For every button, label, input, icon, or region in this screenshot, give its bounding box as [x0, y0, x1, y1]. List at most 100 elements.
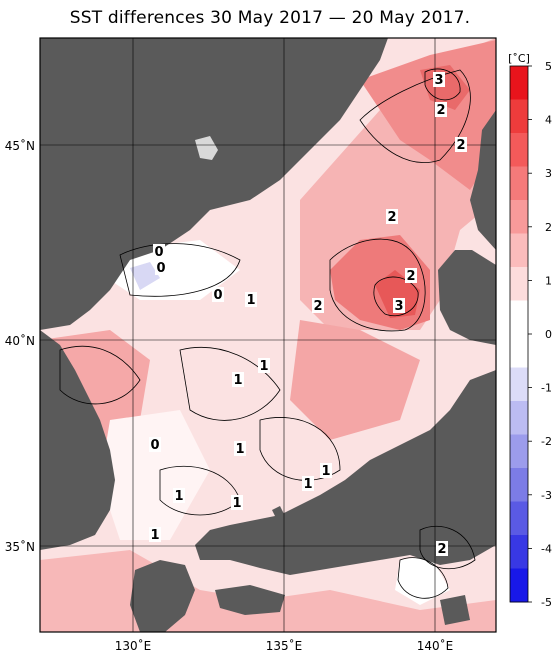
svg-text:1: 1 [321, 464, 330, 479]
svg-text:1: 1 [174, 489, 183, 504]
contour-2-northeast [359, 69, 471, 163]
colorbar-tick-label: -1 [541, 382, 552, 395]
colorbar-tick-label: -2 [541, 435, 552, 448]
contour-label: 2 [435, 102, 447, 118]
svg-text:1: 1 [150, 528, 159, 543]
contour-label: 3 [393, 298, 405, 314]
lake-khanka [195, 136, 218, 160]
svg-text:2: 2 [456, 138, 465, 153]
colorbar-tick-label: 0 [545, 328, 552, 341]
contour-label: 0 [212, 287, 224, 303]
colorbar-ticks: 5 4 3 2 1 0 -1 -2 -3 -4 -5 [528, 60, 552, 609]
land-izu [440, 595, 470, 625]
colorbar-swatches [510, 66, 528, 603]
colorbar-swatch [510, 267, 528, 301]
lon-label-140: 140˚E [417, 638, 454, 653]
contour-label: 0 [155, 260, 167, 276]
contour-label: 1 [245, 292, 257, 308]
contour-label: 1 [302, 476, 314, 492]
colorbar-tick-label: -5 [541, 596, 552, 609]
colorbar-swatch [510, 334, 528, 368]
contour-1-south [259, 417, 341, 481]
contour-label: 2 [405, 268, 417, 284]
lat-label-35: 35˚N [5, 539, 35, 554]
colorbar-tick-label: 1 [545, 274, 552, 287]
svg-text:2: 2 [406, 269, 415, 284]
map-panel [40, 38, 496, 632]
contour-label: 1 [234, 441, 246, 457]
colorbar-swatch [510, 133, 528, 167]
contour-label: 2 [455, 137, 467, 153]
contour-2-southeast [419, 525, 476, 569]
contour-2-central [329, 238, 426, 332]
contour-label: 2 [436, 541, 448, 557]
land-honshu [195, 370, 496, 575]
contour-label: 0 [149, 437, 161, 453]
colorbar-swatch [510, 200, 528, 234]
svg-text:1: 1 [246, 293, 255, 308]
contour-label: 1 [231, 495, 243, 511]
contour-label: 1 [173, 488, 185, 504]
land-kyushu [130, 560, 195, 632]
land-hokkaido [438, 250, 496, 345]
svg-text:2: 2 [387, 210, 396, 225]
svg-text:2: 2 [313, 299, 322, 314]
svg-text:1: 1 [303, 477, 312, 492]
land-korea [40, 330, 115, 550]
colorbar-swatch [510, 535, 528, 569]
contour-label: 3 [433, 72, 445, 88]
colorbar-swatch [510, 468, 528, 502]
svg-text:2: 2 [437, 542, 446, 557]
lat-label-45: 45˚N [5, 138, 35, 153]
contour-0-south [397, 557, 449, 599]
warm-core-north [420, 65, 470, 110]
map-grid [40, 38, 496, 632]
land-oki [272, 506, 284, 518]
svg-text:3: 3 [394, 299, 403, 314]
colorbar-swatch [510, 367, 528, 402]
contour-label: 0 [153, 244, 165, 260]
contour-labels: 3 2 2 2 2 2 3 2 0 0 0 1 1 1 1 0 1 1 1 1 … [149, 72, 467, 557]
contour-label: 1 [232, 372, 244, 388]
lon-label-130: 130˚E [115, 638, 152, 653]
svg-text:1: 1 [259, 359, 268, 374]
svg-text:1: 1 [232, 496, 241, 511]
colorbar-swatch [510, 434, 528, 469]
neutral-patch-south [395, 555, 450, 605]
colorbar-tick-label: 2 [545, 221, 552, 234]
colorbar-swatch [510, 233, 528, 268]
colorbar-unit: [˚C] [508, 52, 530, 65]
map-title: SST differences 30 May 2017 — 20 May 201… [69, 8, 471, 28]
colorbar-tick-label: -3 [541, 489, 552, 502]
svg-text:2: 2 [436, 103, 445, 118]
colorbar-tick-label: 4 [545, 114, 552, 127]
colorbar-swatch [510, 66, 528, 100]
axis-labels: 45˚N 40˚N 35˚N 130˚E 135˚E 140˚E [5, 138, 454, 653]
svg-text:1: 1 [235, 442, 244, 457]
land-mainland [40, 38, 388, 330]
colorbar-tick-label: 3 [545, 167, 552, 180]
contour-3-central [373, 276, 419, 317]
colorbar-tick-label: 5 [545, 60, 552, 73]
map-frame [39, 37, 497, 633]
lat-label-40: 40˚N [5, 333, 35, 348]
svg-text:0: 0 [213, 288, 222, 303]
contour-label: 1 [320, 463, 332, 479]
svg-text:0: 0 [154, 245, 163, 260]
contour-1-center [179, 347, 281, 421]
svg-text:0: 0 [150, 438, 159, 453]
warm-region-south [290, 320, 420, 440]
svg-text:1: 1 [233, 373, 242, 388]
cool-patch [130, 262, 160, 290]
svg-text:3: 3 [434, 73, 443, 88]
contour-3-northeast [424, 68, 461, 101]
colorbar-swatch [510, 401, 528, 435]
land-shikoku [215, 585, 285, 615]
warm-region-northeast [360, 40, 496, 190]
colorbar: [˚C] 5 4 3 2 1 0 -1 -2 -3 -4 -5 [508, 52, 552, 609]
contour-label: 2 [312, 298, 324, 314]
contour-label: 1 [149, 527, 161, 543]
contour-label: 2 [297, 211, 306, 226]
colorbar-swatch [510, 568, 528, 603]
